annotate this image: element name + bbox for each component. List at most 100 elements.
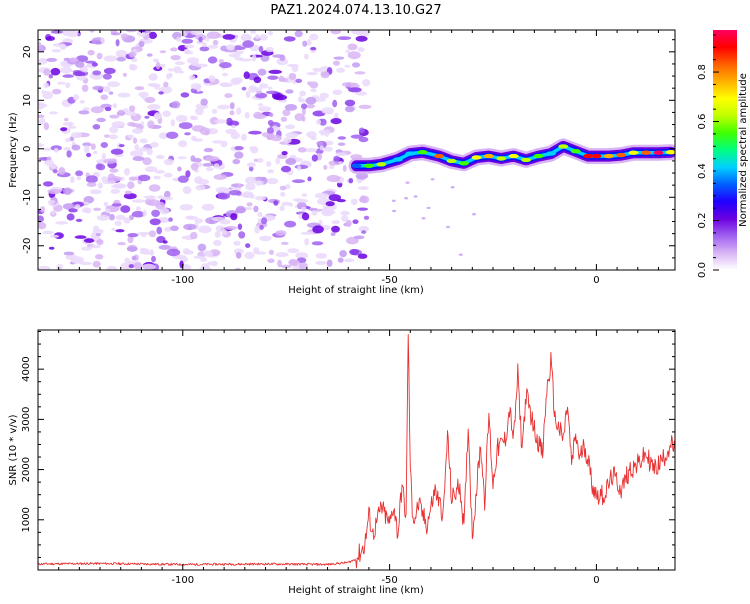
noise-blob [285, 132, 299, 139]
ridge-point [603, 153, 614, 159]
noise-blob [257, 68, 267, 76]
noise-blob [305, 96, 317, 105]
noise-blob [105, 208, 111, 214]
noise-blob [267, 30, 273, 36]
noise-blob [159, 50, 167, 54]
noise-blob [326, 259, 333, 267]
noise-blob [56, 263, 63, 270]
noise-blob [266, 90, 279, 95]
noise-blob [89, 189, 102, 195]
noise-blob [212, 39, 219, 46]
noise-blob [122, 72, 127, 77]
noise-blob [134, 144, 140, 151]
spectrogram-y-tick-label: 0 [22, 146, 33, 152]
noise-blob [251, 87, 263, 92]
noise-blob [241, 86, 247, 91]
noise-blob [228, 187, 234, 191]
noise-blob [310, 47, 317, 51]
noise-blob [221, 229, 228, 235]
noise-blob [306, 131, 317, 139]
noise-blob [358, 225, 369, 233]
noise-blob [146, 148, 153, 156]
noise-blob [249, 146, 255, 151]
noise-blob [38, 57, 48, 65]
noise-blob [43, 68, 51, 76]
noise-blob [323, 146, 333, 152]
noise-blob [330, 118, 342, 125]
noise-blob [45, 36, 56, 41]
noise-blob [48, 74, 53, 79]
ridge-point [446, 158, 457, 164]
ridge-point [376, 162, 387, 167]
noise-blob [49, 111, 58, 115]
noise-blob [283, 36, 296, 42]
snr-line-area [38, 333, 675, 569]
noise-blob [101, 152, 106, 161]
noise-blob [100, 37, 105, 44]
noise-blob [206, 31, 221, 39]
noise-blob [220, 45, 228, 52]
noise-blob [331, 225, 340, 233]
noise-blob [217, 192, 231, 200]
noise-blob [254, 34, 260, 40]
noise-blob [187, 57, 199, 64]
noise-blob [70, 132, 83, 139]
noise-blob [152, 58, 160, 63]
noise-blob [357, 47, 365, 52]
noise-blob [339, 250, 347, 258]
noise-blob [233, 240, 241, 246]
noise-blob [47, 199, 56, 204]
noise-blob [42, 147, 53, 151]
noise-blob [246, 202, 253, 207]
noise-blob [344, 105, 355, 113]
noise-blob [295, 252, 309, 260]
noise-blob [106, 265, 117, 270]
noise-blob [92, 124, 101, 130]
noise-blob [297, 147, 307, 153]
noise-blob [250, 30, 256, 35]
noise-blob [92, 85, 105, 91]
noise-blob [164, 190, 171, 199]
colorbar-gradient [713, 30, 737, 270]
noise-blob [96, 239, 103, 243]
noise-blob [203, 147, 214, 153]
noise-blob [115, 214, 126, 221]
colorbar-label: Normalized spectral amplitude [738, 73, 749, 227]
noise-blob [214, 119, 227, 124]
noise-blob [294, 164, 309, 170]
noise-blob [330, 30, 342, 35]
noise-blob [307, 176, 312, 182]
noise-blob [207, 56, 218, 64]
noise-blob [302, 40, 308, 47]
snr-y-axis-label: SNR (10 * v/v) [8, 414, 19, 485]
noise-blob [472, 213, 476, 216]
noise-blob [114, 220, 122, 226]
colorbar-tick-label: 0.8 [697, 64, 708, 80]
noise-blob [70, 256, 85, 264]
noise-blob [71, 144, 81, 151]
noise-blob [59, 43, 67, 50]
noise-blob [38, 114, 45, 118]
noise-blob [281, 151, 288, 156]
noise-blob [96, 52, 103, 60]
noise-blob [62, 74, 74, 78]
noise-blob [354, 71, 366, 75]
noise-blob [230, 213, 238, 221]
noise-blob [155, 61, 161, 70]
noise-blob [211, 108, 218, 114]
noise-blob [95, 253, 104, 260]
noise-blob [118, 144, 125, 148]
ridge-point [558, 144, 569, 149]
noise-blob [173, 254, 187, 260]
signal-ridge [348, 138, 675, 174]
noise-blob [277, 154, 288, 159]
noise-blob [184, 30, 192, 34]
noise-blob [112, 103, 118, 109]
noise-blob [126, 246, 138, 252]
noise-blob [178, 140, 188, 148]
noise-blob [60, 66, 73, 74]
noise-blob [148, 31, 157, 39]
noise-blob [307, 207, 318, 211]
noise-blob [124, 190, 132, 195]
noise-blob [260, 54, 270, 62]
